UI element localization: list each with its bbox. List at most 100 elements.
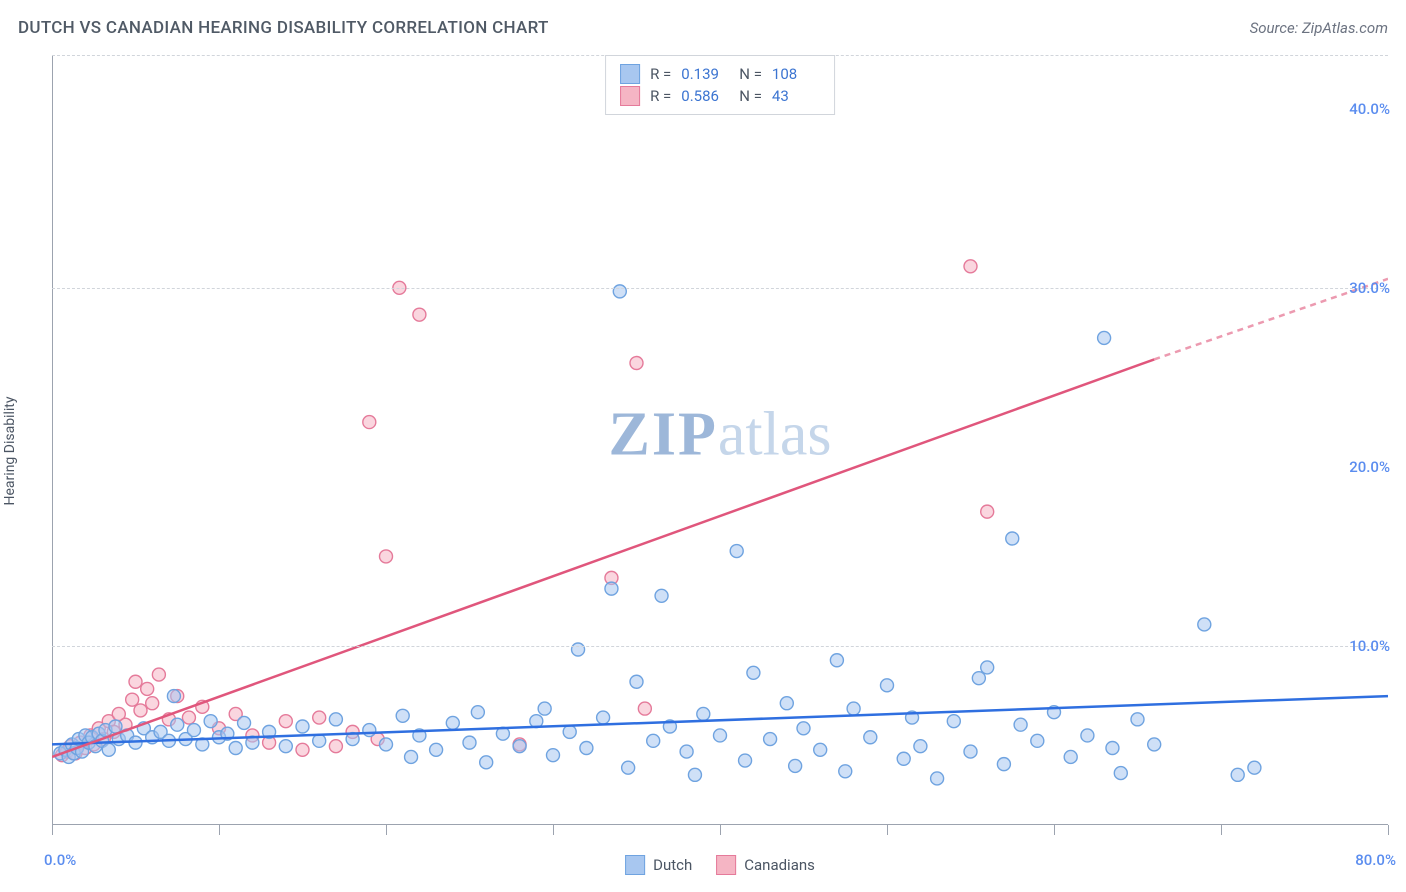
scatter-point	[446, 716, 459, 729]
scatter-point	[630, 675, 643, 688]
scatter-point	[182, 711, 195, 724]
legend-r-value: 0.139	[681, 65, 729, 83]
legend-label: Dutch	[653, 856, 692, 874]
scatter-point	[622, 761, 635, 774]
scatter-point	[204, 715, 217, 728]
legend-item: Canadians	[716, 855, 815, 875]
scatter-point	[413, 308, 426, 321]
legend-n-label: N =	[739, 87, 762, 105]
scatter-point	[363, 416, 376, 429]
scatter-point	[102, 743, 115, 756]
trend-line	[52, 359, 1154, 757]
scatter-point	[1014, 718, 1027, 731]
x-tick	[219, 825, 220, 835]
x-tick	[553, 825, 554, 835]
chart-container: Hearing Disability ZIPatlas R = 0.139N =…	[52, 55, 1388, 847]
scatter-point	[1198, 618, 1211, 631]
gridline	[52, 55, 1388, 56]
scatter-point	[1114, 767, 1127, 780]
legend-series: Dutch Canadians	[625, 855, 815, 875]
chart-header: DUTCH VS CANADIAN HEARING DISABILITY COR…	[18, 18, 1388, 38]
scatter-point	[563, 725, 576, 738]
x-tick	[1388, 825, 1389, 835]
legend-swatch	[620, 64, 640, 84]
chart-title: DUTCH VS CANADIAN HEARING DISABILITY COR…	[18, 18, 549, 38]
scatter-point	[764, 733, 777, 746]
scatter-point	[605, 582, 618, 595]
legend-swatch	[620, 86, 640, 106]
x-tick	[52, 825, 53, 835]
scatter-point	[187, 724, 200, 737]
scatter-point	[797, 722, 810, 735]
scatter-point	[405, 750, 418, 763]
scatter-point	[730, 545, 743, 558]
scatter-point	[313, 734, 326, 747]
scatter-point	[981, 661, 994, 674]
scatter-point	[313, 711, 326, 724]
scatter-point	[597, 711, 610, 724]
y-tick-label: 40.0%	[1349, 100, 1390, 118]
y-axis-label: Hearing Disability	[2, 397, 18, 506]
legend-stats: R = 0.139N = 108R = 0.586N = 43	[605, 55, 835, 115]
scatter-point	[739, 754, 752, 767]
scatter-point	[329, 740, 342, 753]
legend-swatch	[625, 855, 645, 875]
legend-swatch	[716, 855, 736, 875]
legend-r-label: R =	[650, 87, 671, 105]
scatter-point	[847, 702, 860, 715]
scatter-point	[463, 736, 476, 749]
legend-stat-row: R = 0.586N = 43	[620, 86, 820, 106]
scatter-point	[296, 720, 309, 733]
scatter-point	[630, 357, 643, 370]
scatter-point	[538, 702, 551, 715]
scatter-point	[839, 765, 852, 778]
scatter-point	[789, 759, 802, 772]
legend-item: Dutch	[625, 855, 692, 875]
scatter-point	[1106, 742, 1119, 755]
scatter-point	[279, 740, 292, 753]
scatter-point	[1064, 750, 1077, 763]
scatter-point	[814, 743, 827, 756]
scatter-point	[1148, 738, 1161, 751]
scatter-point	[296, 743, 309, 756]
scatter-point	[864, 731, 877, 744]
legend-label: Canadians	[744, 856, 815, 874]
scatter-point	[396, 709, 409, 722]
scatter-point	[129, 675, 142, 688]
scatter-point	[363, 724, 376, 737]
scatter-point	[171, 718, 184, 731]
scatter-point	[126, 693, 139, 706]
x-axis-min-label: 0.0%	[44, 851, 76, 869]
scatter-point	[697, 707, 710, 720]
y-tick-label: 30.0%	[1349, 279, 1390, 297]
scatter-point	[780, 697, 793, 710]
scatter-point	[964, 745, 977, 758]
plot-area: ZIPatlas R = 0.139N = 108R = 0.586N = 43…	[52, 55, 1388, 847]
scatter-point	[1031, 734, 1044, 747]
scatter-point	[647, 734, 660, 747]
scatter-point	[747, 666, 760, 679]
legend-n-value: 108	[772, 65, 820, 83]
scatter-point	[897, 752, 910, 765]
scatter-point	[688, 768, 701, 781]
scatter-point	[580, 742, 593, 755]
scatter-point	[714, 729, 727, 742]
scatter-point	[680, 745, 693, 758]
scatter-point	[152, 668, 165, 681]
scatter-point	[134, 704, 147, 717]
scatter-point	[146, 697, 159, 710]
gridline	[52, 288, 1388, 289]
scatter-point	[981, 505, 994, 518]
scatter-point	[141, 682, 154, 695]
scatter-point	[471, 706, 484, 719]
scatter-point	[329, 713, 342, 726]
scatter-point	[380, 550, 393, 563]
plot-svg	[52, 55, 1388, 847]
y-tick-label: 20.0%	[1349, 458, 1390, 476]
y-tick-label: 10.0%	[1349, 637, 1390, 655]
scatter-point	[1098, 331, 1111, 344]
scatter-point	[655, 589, 668, 602]
legend-stat-row: R = 0.139N = 108	[620, 64, 820, 84]
scatter-point	[513, 740, 526, 753]
scatter-point	[430, 743, 443, 756]
